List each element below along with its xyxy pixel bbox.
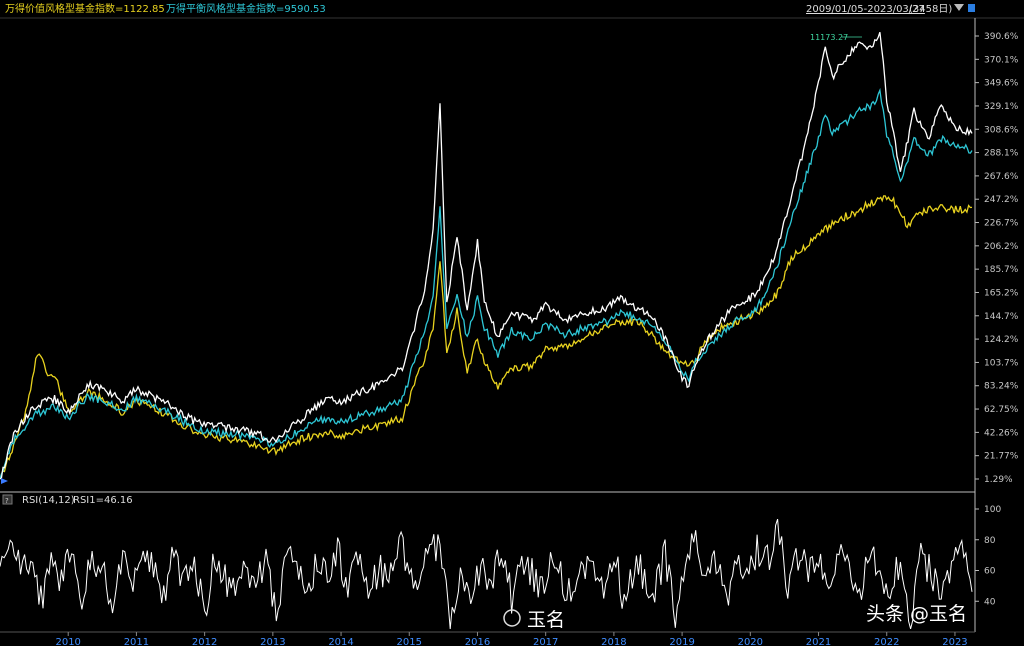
max-value-annotation: 11173.27 [810, 33, 848, 42]
x-tick-label: 2023 [942, 637, 967, 646]
rsi-series-lines [0, 518, 973, 630]
y-tick-label: 144.7% [984, 312, 1019, 322]
y-tick-label: 103.7% [984, 358, 1019, 368]
x-tick-label: 2010 [55, 637, 80, 646]
y-tick-label: 370.1% [984, 55, 1019, 65]
weibo-logo-icon [503, 609, 521, 627]
series-line-cyan [0, 87, 973, 480]
rsi-line [0, 518, 973, 630]
start-marker-icon [1, 478, 8, 484]
y-tick-label: 226.7% [984, 219, 1019, 229]
rsi-tick-label: 60 [984, 567, 996, 577]
x-tick-label: 2013 [260, 637, 285, 646]
rsi-y-ticks: 40 60 80 100 [975, 505, 1001, 607]
y-tick-label: 390.6% [984, 32, 1019, 42]
x-tick-label: 2011 [124, 637, 149, 646]
x-tick-label: 2016 [465, 637, 490, 646]
x-tick-label: 2022 [874, 637, 899, 646]
x-tick-label: 2018 [601, 637, 626, 646]
y-tick-label: 308.6% [984, 125, 1019, 135]
rsi-tick-label: 100 [984, 505, 1001, 515]
y-tick-label: 165.2% [984, 288, 1019, 298]
dropdown-arrow-icon[interactable] [954, 4, 964, 11]
rsi-value: RSI1=46.16 [73, 495, 133, 506]
main-series-lines [0, 31, 973, 480]
y-tick-label: 83.24% [984, 382, 1019, 392]
y-tick-label: 124.2% [984, 335, 1019, 345]
x-tick-label: 2012 [192, 637, 217, 646]
y-tick-label: 42.26% [984, 428, 1019, 438]
x-tick-label: 2019 [669, 637, 694, 646]
main-y-ticks: 1.29% 21.77% 42.26% 62.75% 83.24% 103.7% 124.2… [975, 32, 1019, 485]
x-tick-label: 2014 [328, 637, 353, 646]
y-tick-label: 21.77% [984, 452, 1019, 462]
y-tick-label: 1.29% [984, 475, 1013, 485]
lock-icon[interactable] [968, 4, 975, 12]
legend-balance-style: 万得平衡风格型基金指数=9590.53 [166, 2, 326, 15]
watermark-right: 头条 @玉名 [866, 603, 967, 625]
y-tick-label: 349.6% [984, 79, 1019, 89]
series-line-yellow [0, 195, 973, 480]
date-range[interactable]: 2009/01/05-2023/03/27 [806, 4, 925, 15]
x-tick-label: 2021 [806, 637, 831, 646]
help-glyph: ? [5, 497, 9, 505]
y-tick-label: 329.1% [984, 102, 1019, 112]
help-icon[interactable] [2, 494, 13, 505]
y-tick-label: 267.6% [984, 172, 1019, 182]
x-tick-label: 2015 [397, 637, 422, 646]
y-tick-label: 206.2% [984, 242, 1019, 252]
legend-value-style: 万得价值风格型基金指数=1122.85 [5, 2, 165, 15]
day-count: (3458日) [909, 4, 952, 15]
series-line-white [0, 31, 973, 480]
x-tick-label: 2020 [738, 637, 763, 646]
y-tick-label: 247.2% [984, 195, 1019, 205]
y-tick-label: 288.1% [984, 149, 1019, 159]
x-tick-label: 2017 [533, 637, 558, 646]
y-tick-label: 185.7% [984, 265, 1019, 275]
x-axis-ticks: 2010 2011 2012 2013 2014 2015 2016 2017 2018 2019… [55, 632, 968, 646]
y-tick-label: 62.75% [984, 405, 1019, 415]
rsi-label: RSI(14,12) [22, 495, 75, 506]
watermark-left: 玉名 [527, 609, 565, 631]
rsi-tick-label: 80 [984, 536, 996, 546]
rsi-tick-label: 40 [984, 597, 996, 607]
